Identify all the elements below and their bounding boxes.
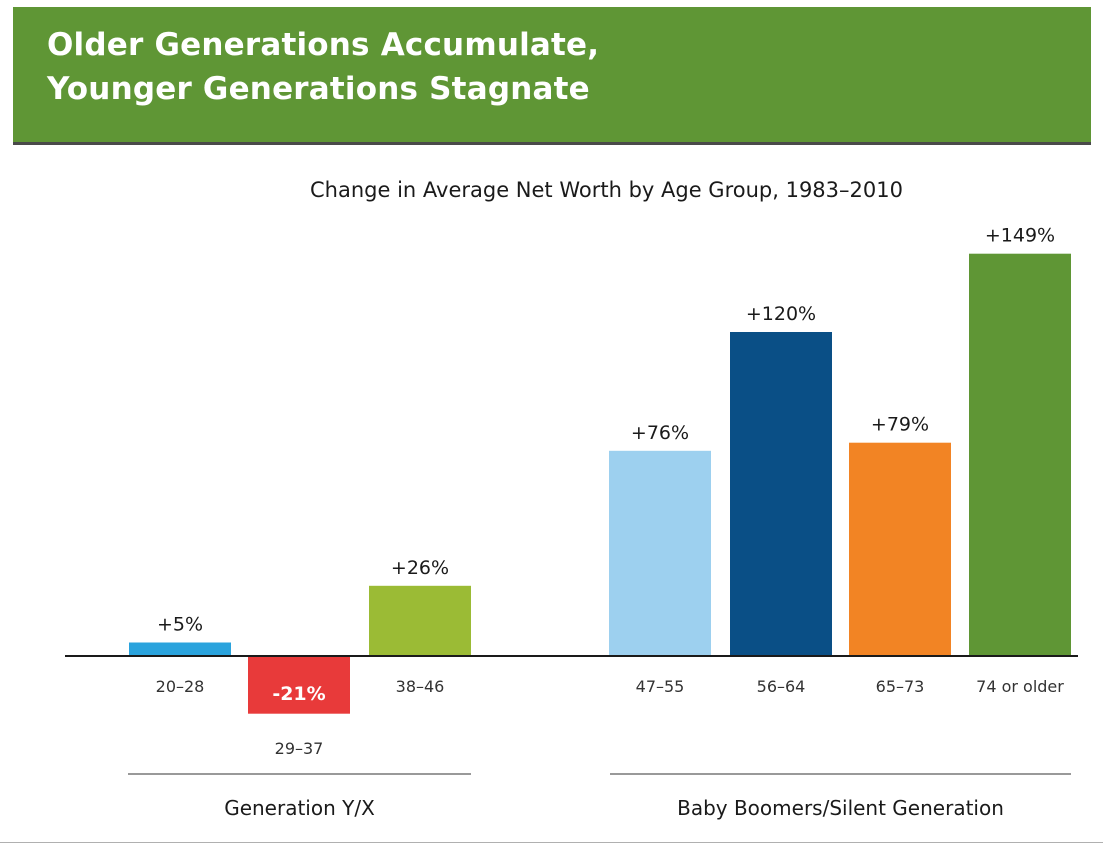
category-label: 56–64 (757, 677, 806, 696)
bottom-divider (0, 842, 1103, 843)
value-label: +149% (985, 225, 1055, 247)
value-label: -21% (272, 683, 325, 705)
category-label: 29–37 (275, 739, 324, 758)
bar-56-64 (730, 332, 832, 656)
bar-65-73 (849, 442, 951, 656)
value-label: +26% (391, 557, 449, 579)
value-label: +120% (746, 303, 816, 325)
title-banner: Older Generations Accumulate, Younger Ge… (13, 7, 1091, 145)
category-label: 74 or older (976, 677, 1064, 696)
bar-29-37 (248, 657, 350, 714)
category-label: 47–55 (636, 677, 685, 696)
bar-20-28 (129, 642, 231, 656)
value-label: +79% (871, 414, 929, 436)
category-label: 65–73 (876, 677, 925, 696)
chart-title: Change in Average Net Worth by Age Group… (310, 178, 903, 202)
value-label: +76% (631, 422, 689, 444)
category-label: 38–46 (396, 677, 445, 696)
title-line-2: Younger Generations Stagnate (47, 71, 590, 107)
title-line-1: Older Generations Accumulate, (47, 27, 600, 63)
category-label: 20–28 (156, 677, 205, 696)
value-label: +5% (157, 614, 203, 636)
group-label: Baby Boomers/Silent Generation (677, 796, 1004, 820)
bar-74-or-older (969, 253, 1071, 656)
bar-47-55 (609, 450, 711, 656)
group-label: Generation Y/X (224, 796, 375, 820)
bar-38-46 (369, 585, 471, 656)
